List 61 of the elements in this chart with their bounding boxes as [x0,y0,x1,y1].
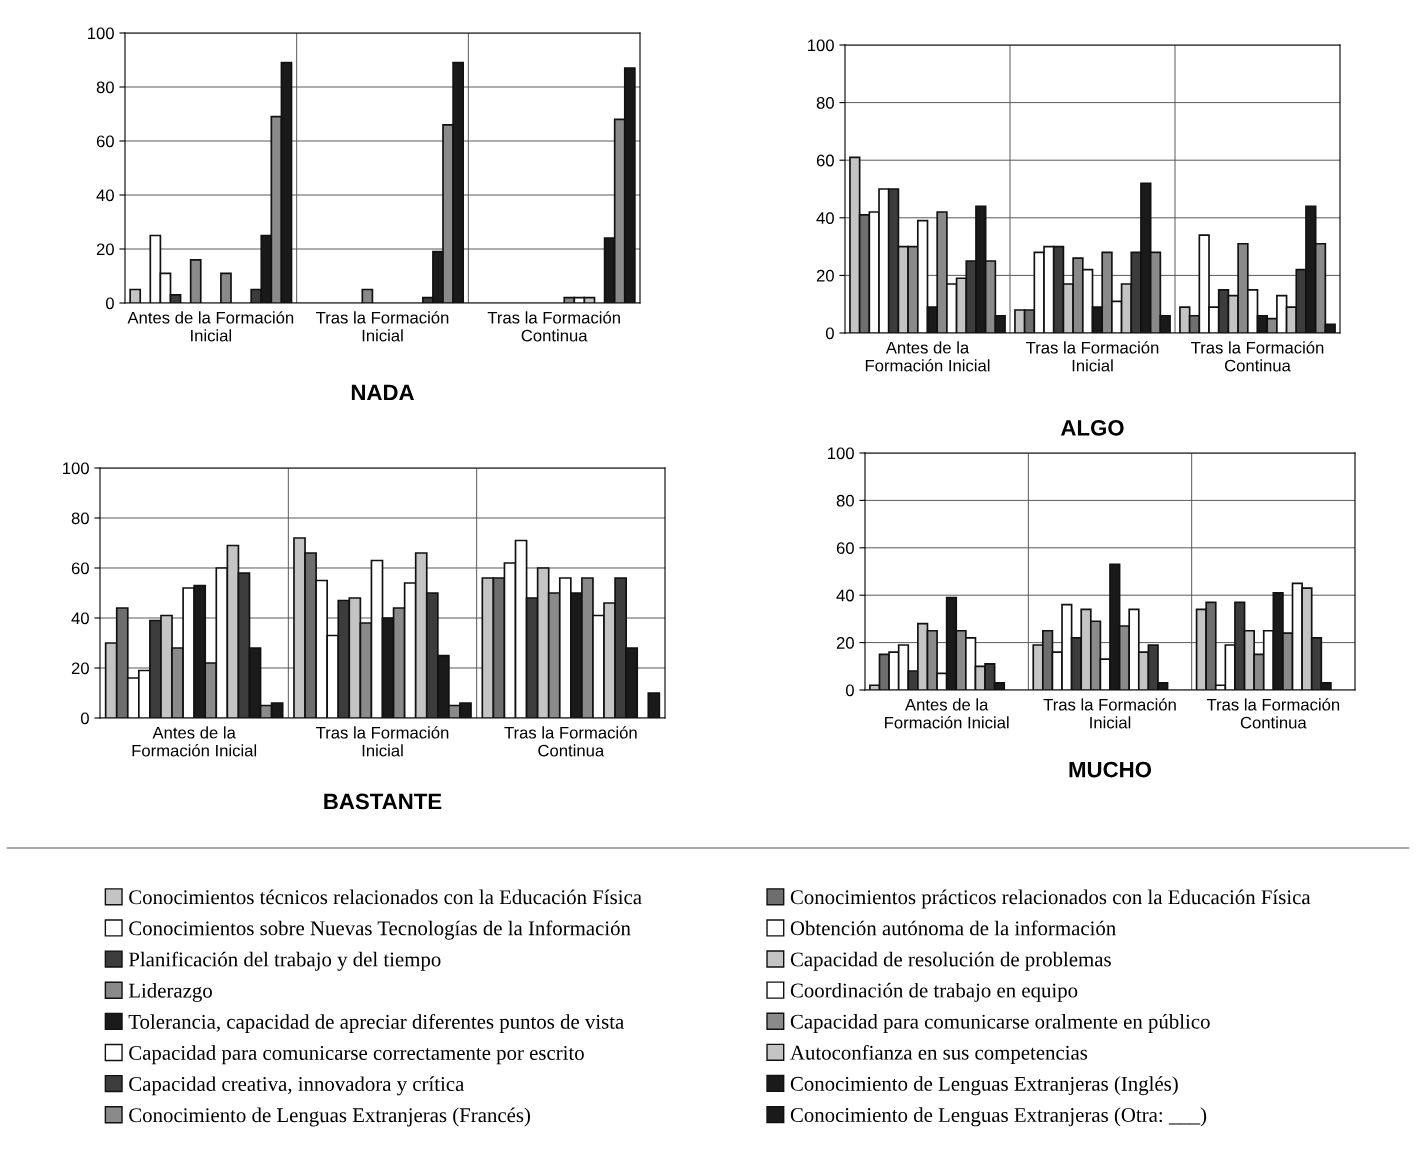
legend-label: Capacidad para comunicarse correctamente por escrito [129,1045,584,1065]
text: MUCHO [1069,761,1152,778]
y-tick-label: 80 [816,97,834,109]
y-tick-label: 20 [96,243,114,256]
y-tick-label: 100 [63,462,89,475]
y-tick-label: 100 [828,447,854,460]
legend-label: Autoconfianza en sus competencias [790,1044,1088,1064]
legend-label: Planificación del trabajo y del tiempo [128,951,441,971]
y-tick-label: 20 [836,637,854,649]
y-tick-label: 20 [816,269,834,282]
text: BASTANTE [324,793,442,810]
y-tick-label: 20 [71,662,89,675]
x-tick-label: Tras la Formación Inicial [316,726,449,757]
x-tick-label: Tras la Formación Inicial [1026,341,1159,372]
x-tick-label: Tras la Formación Continua [1191,341,1324,372]
y-tick-label: 60 [71,562,89,575]
y-tick-label: 80 [836,494,854,507]
y-tick-label: 80 [71,512,89,525]
x-tick-label: Antes de la Formación Inicial [127,311,294,342]
legend-label: Capacidad para comunicarse oralmente en público [790,1013,1210,1033]
y-tick-label: 0 [80,712,89,725]
legend-label: Capacidad creativa, innovadora y crítica [129,1076,465,1096]
legend-label: Conocimiento de Lenguas Extranjeras (Otra: ___) [790,1107,1207,1127]
legend-label: Obtención autónoma de la información [790,920,1116,936]
y-tick-label: 0 [105,297,114,310]
legend-label: Conocimientos prácticos relacionados con la Educación Física [790,889,1311,909]
x-tick-label: Tras la Formación Continua [487,311,620,342]
x-tick-label: Tras la Formación Inicial [316,311,449,342]
legend-label: Conocimientos técnicos relacionados con la Educación Física [129,889,642,905]
legend-label: Conocimiento de Lenguas Extranjeras (Francés) [129,1107,530,1127]
y-tick-label: 0 [845,684,854,697]
legend-label: Conocimientos sobre Nuevas Tecnologías de la Información [129,920,631,940]
legend-label: Tolerancia, capacidad de apreciar diferentes puntos de vista [128,1013,624,1034]
legend-label: Conocimiento de Lenguas Extranjeras (Inglés) [790,1076,1178,1096]
x-tick-label: Antes de la Formación Inicial [865,341,990,372]
y-tick-label: 60 [96,135,114,148]
text: ALGO [1060,419,1124,436]
y-tick-label: 100 [808,39,834,52]
bar [220,272,232,303]
bar [189,258,202,303]
y-tick-label: 60 [816,154,834,167]
y-tick-label: 40 [836,589,854,602]
y-tick-label: 80 [96,81,114,94]
x-tick-label: Tras la Formación Inicial [1043,698,1176,729]
bar [129,288,142,303]
legend-label: Coordinación de trabajo en equipo [790,982,1078,1002]
x-tick-label: Tras la Formación Continua [1206,698,1340,729]
y-tick-label: 60 [836,542,854,554]
y-tick-label: 40 [71,612,89,625]
x-tick-label: Antes de la Formación Inicial [132,726,257,757]
y-tick-label: 40 [816,212,834,224]
legend-label: Capacidad de resolución de problemas [790,951,1111,971]
bar [361,288,374,303]
y-tick-label: 0 [825,327,834,340]
y-tick-label: 40 [96,189,114,202]
bar [647,692,661,718]
y-tick-label: 100 [88,27,114,40]
legend-label: Liderazgo [128,983,212,1002]
x-tick-label: Tras la Formación Continua [504,726,637,757]
text: NADA [351,384,415,401]
x-tick-label: Antes de la Formación Inicial [885,698,1009,729]
